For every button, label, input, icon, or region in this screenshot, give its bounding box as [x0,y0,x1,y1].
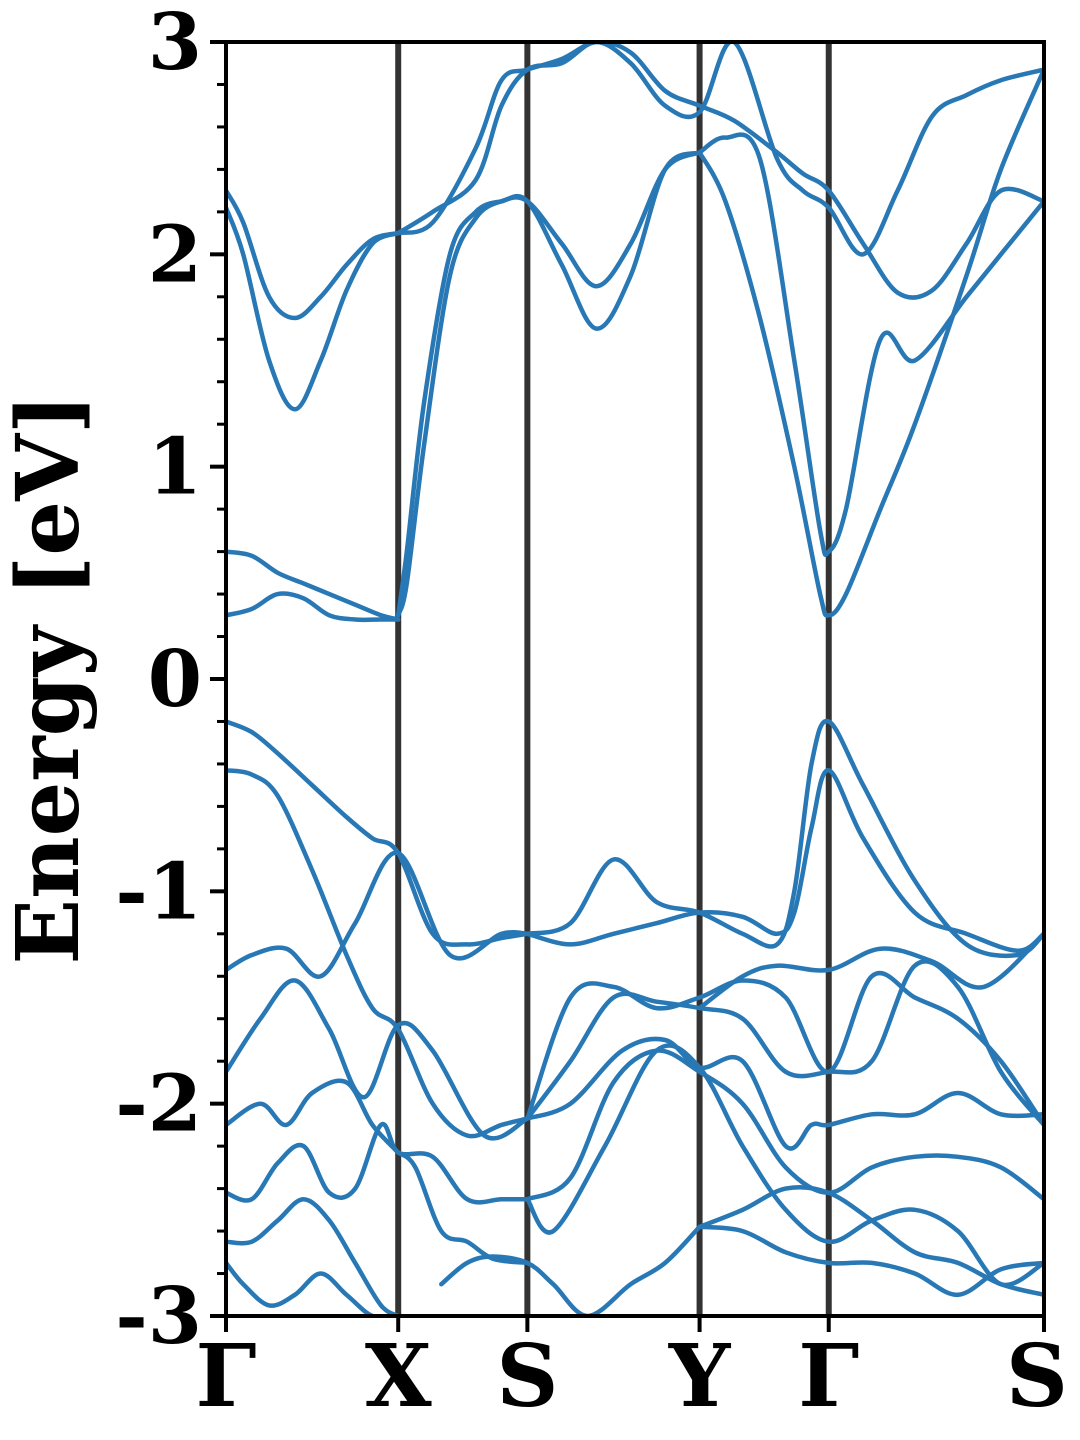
x-tick-label: Y [668,1326,732,1427]
band-line [697,1185,1044,1298]
band-line [525,970,1044,1128]
band-line [525,959,1044,1128]
y-tick-label: -3 [115,1271,202,1362]
band-line [226,1121,530,1205]
y-axis-ticks: -3 -2 -1 0 1 2 3 [115,0,226,1362]
y-tick-label: -1 [115,846,202,937]
band-line [525,768,1044,954]
band-lines [226,42,1044,1316]
y-tick-label: 0 [148,634,202,725]
band-line [395,42,1044,257]
kpoint-separators [395,42,832,1316]
band-line [226,549,401,622]
band-line [525,718,1044,959]
band-line [226,1196,401,1316]
band-line [226,768,530,1139]
band-line [697,931,1044,1011]
band-line [226,719,530,947]
band-line [697,1224,1044,1298]
x-tick-label: X [365,1326,432,1427]
y-axis-label: Energy [eV] [0,394,99,965]
x-tick-label: S [496,1326,558,1427]
band-line [395,42,1044,300]
band-line [226,591,401,623]
band-line [395,150,702,618]
band-line [395,1150,530,1266]
band-line [525,1043,1044,1288]
band-line [697,132,1044,558]
y-tick-label: -2 [115,1059,202,1150]
band-line [439,1224,702,1316]
y-tick-label: 1 [148,422,202,513]
band-line [226,978,530,1141]
band-line [395,150,702,618]
band-line [226,205,401,412]
band-line [226,188,401,321]
x-tick-label: Γ [798,1326,859,1427]
band-line [525,1036,1044,1151]
band-line [697,67,1044,618]
y-tick-label: 3 [148,0,202,88]
band-line [226,850,530,979]
band-line [226,1078,401,1155]
x-tick-label: Γ [195,1326,256,1427]
x-tick-label: S [1006,1326,1068,1427]
band-line [525,1048,1044,1202]
y-tick-label: 2 [148,209,202,300]
